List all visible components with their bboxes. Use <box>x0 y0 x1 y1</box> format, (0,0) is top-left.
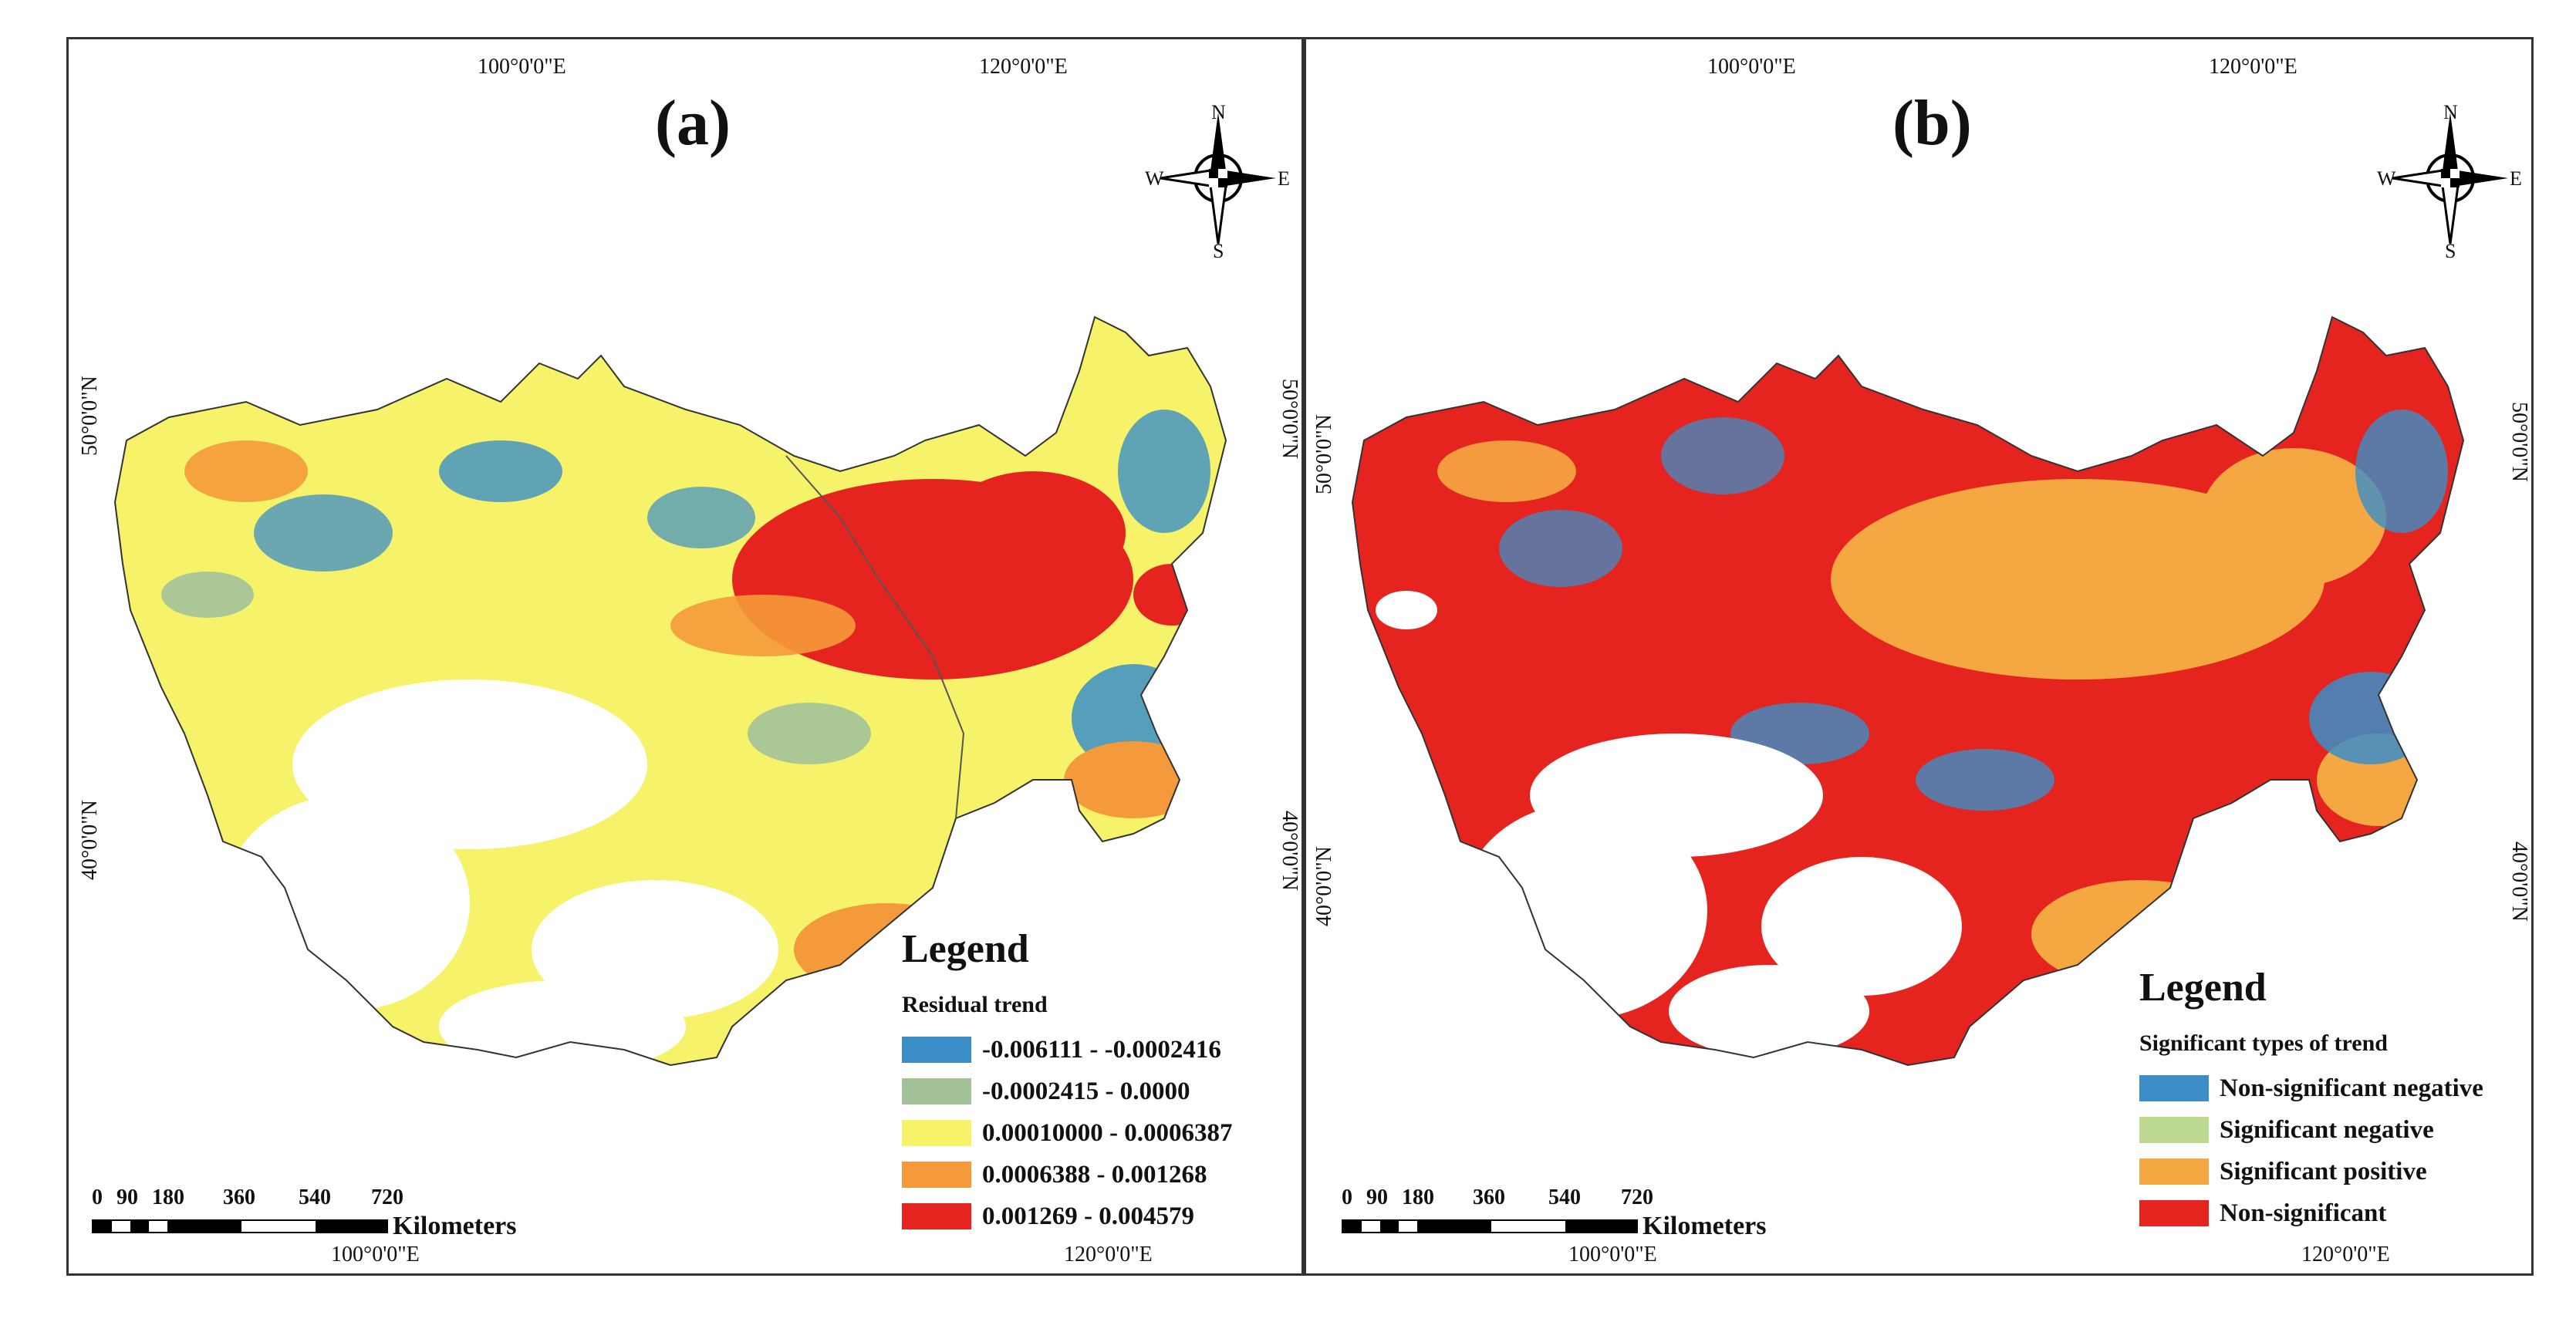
legend-item: Significant negative <box>2139 1109 2483 1151</box>
legend-swatch <box>902 1162 971 1188</box>
legend-a: Legend Residual trend -0.006111 - -0.000… <box>902 926 1233 1237</box>
study-area-boundary-b <box>1351 315 2465 1067</box>
legend-swatch <box>902 1078 971 1104</box>
legend-item: -0.006111 - -0.0002416 <box>902 1029 1233 1071</box>
compass-s: S <box>2445 240 2456 262</box>
map-canvas-b <box>1351 315 2465 1067</box>
compass-n: N <box>1211 101 1226 123</box>
lon-label-top-120: 120°0'0"E <box>979 55 1068 79</box>
lon-label-top-100: 100°0'0"E <box>1707 55 1796 79</box>
inner-boundary-a <box>785 455 965 819</box>
legend-swatch <box>902 1203 971 1229</box>
study-area-boundary-a <box>113 315 1227 1067</box>
lon-label-top-120: 120°0'0"E <box>2209 55 2297 79</box>
legend-subtitle-b: Significant types of trend <box>2139 1030 2388 1056</box>
lon-label-bottom-120: 120°0'0"E <box>1064 1243 1153 1266</box>
legend-swatch <box>902 1037 971 1063</box>
legend-swatch <box>902 1120 971 1146</box>
compass-e: E <box>2510 167 2522 190</box>
scale-unit-a: Kilometers <box>393 1212 517 1240</box>
legend-swatch <box>2139 1117 2209 1143</box>
lon-label-bottom-120: 120°0'0"E <box>2301 1243 2390 1266</box>
compass-n: N <box>2443 101 2458 123</box>
legend-item: -0.0002415 - 0.0000 <box>902 1071 1233 1112</box>
scale-bar-a: 0 90 180 360 540 720 Kilometers <box>92 1185 517 1240</box>
map-panel-a: 100°0'0"E 120°0'0"E 100°0'0"E 120°0'0"E … <box>66 37 1304 1276</box>
north-arrow-icon: N S E W <box>2377 70 2524 263</box>
compass-w: W <box>1145 167 1164 190</box>
scale-bar-b: 0 90 180 360 540 720 Kilometers <box>1342 1185 1767 1240</box>
compass-s: S <box>1213 240 1224 262</box>
scale-unit-b: Kilometers <box>1642 1212 1767 1240</box>
map-panel-b: 100°0'0"E 120°0'0"E 100°0'0"E 120°0'0"E … <box>1304 37 2534 1276</box>
legend-item: Non-significant <box>2139 1192 2483 1234</box>
legend-b: Legend Significant types of trend Non-si… <box>2139 965 2483 1234</box>
legend-item: 0.0006388 - 0.001268 <box>902 1154 1233 1196</box>
legend-swatch <box>2139 1158 2209 1185</box>
compass-e: E <box>1278 167 1290 190</box>
lon-label-bottom-100: 100°0'0"E <box>1568 1243 1657 1266</box>
panel-label-a: (a) <box>655 87 731 159</box>
legend-subtitle-a: Residual trend <box>902 992 1048 1017</box>
legend-swatch <box>2139 1200 2209 1226</box>
legend-item: 0.001269 - 0.004579 <box>902 1196 1233 1237</box>
panel-label-b: (b) <box>1892 87 1972 159</box>
lon-label-bottom-100: 100°0'0"E <box>331 1243 420 1266</box>
legend-title-a: Legend <box>902 927 1029 971</box>
legend-item: Significant positive <box>2139 1151 2483 1192</box>
lon-label-top-100: 100°0'0"E <box>478 55 566 79</box>
legend-swatch <box>2139 1075 2209 1101</box>
legend-item: Non-significant negative <box>2139 1067 2483 1109</box>
map-canvas-a <box>113 315 1227 1067</box>
legend-title-b: Legend <box>2139 966 2267 1010</box>
legend-item: 0.00010000 - 0.0006387 <box>902 1112 1233 1154</box>
north-arrow-icon: N S E W <box>1145 70 1291 263</box>
compass-w: W <box>2377 167 2396 190</box>
